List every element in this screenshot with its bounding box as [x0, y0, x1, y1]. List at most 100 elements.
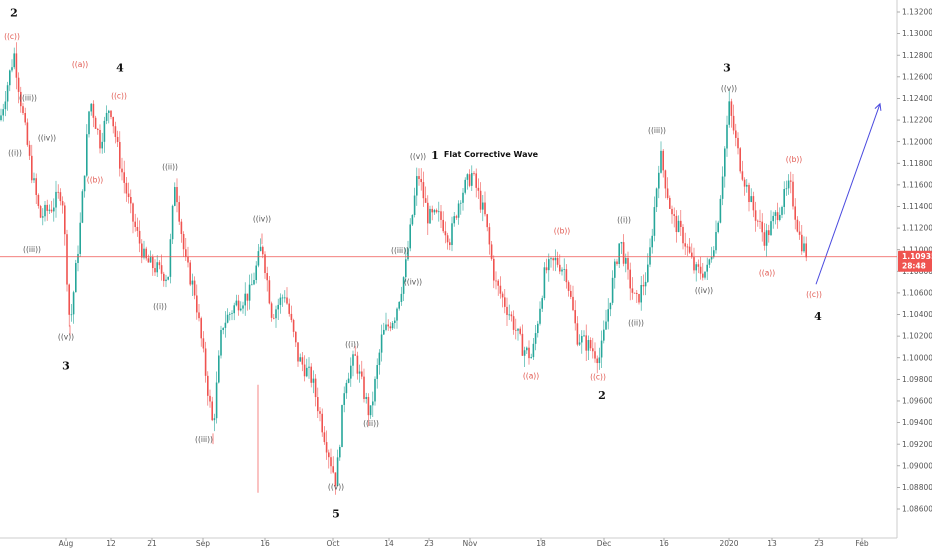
- candle-body: [108, 110, 110, 113]
- wave-label: 2: [598, 389, 606, 402]
- candle-body: [565, 269, 568, 283]
- candle-body: [574, 310, 576, 324]
- candle-body: [48, 209, 51, 211]
- candle-body: [4, 101, 7, 110]
- candle-body: [427, 202, 429, 224]
- candle-body: [301, 357, 304, 365]
- wave-label: ((i)): [153, 302, 167, 311]
- candle-body: [92, 103, 95, 118]
- candle-body: [33, 178, 35, 181]
- candle-body: [451, 223, 453, 246]
- candle-body: [198, 312, 200, 319]
- price-tick-label: 1.13200: [902, 8, 932, 17]
- candle-body: [101, 141, 103, 149]
- candle-body: [757, 220, 759, 222]
- price-tick-label: 1.09800: [902, 375, 932, 384]
- candle-body: [620, 242, 623, 244]
- candle-body: [449, 242, 451, 246]
- candle-body: [303, 364, 306, 377]
- price-tick-label: 1.11000: [902, 245, 932, 254]
- candle-body: [68, 284, 70, 315]
- candle-body: [732, 115, 735, 131]
- candle-body: [460, 202, 462, 204]
- candle-body: [90, 103, 92, 112]
- candle-body: [125, 182, 128, 194]
- candle-body: [411, 215, 414, 225]
- wave-label: ((a)): [759, 269, 775, 278]
- price-tick-label: 1.09400: [902, 418, 932, 427]
- price-tick-label: 1.09000: [902, 461, 932, 470]
- candle-body: [748, 184, 750, 203]
- candle-body: [394, 320, 396, 323]
- candle-body: [332, 466, 334, 473]
- candle-body: [433, 210, 436, 213]
- candle-body: [501, 293, 504, 298]
- wave-label: ((a)): [523, 371, 539, 380]
- wave-label: 3: [62, 360, 70, 373]
- wave-label: ((iv)): [695, 286, 713, 295]
- candle-body: [510, 314, 513, 317]
- candle-body: [455, 216, 458, 218]
- candle-body: [787, 180, 790, 189]
- price-tick-label: 1.10600: [902, 289, 932, 298]
- candle-body: [671, 208, 673, 215]
- candle-body: [785, 188, 788, 190]
- candle-body: [176, 187, 178, 203]
- candle-body: [0, 115, 2, 121]
- candle-body: [431, 208, 433, 213]
- candle-body: [638, 294, 640, 303]
- candle-body: [339, 446, 341, 458]
- candle-body: [180, 221, 183, 235]
- candle-body: [759, 221, 761, 223]
- candle-body: [442, 219, 444, 232]
- candle-body: [270, 303, 273, 318]
- candle-body: [413, 195, 416, 216]
- candle-body: [273, 317, 275, 319]
- wave-label: 5: [332, 508, 340, 521]
- candle-body: [790, 180, 792, 182]
- candle-body: [543, 267, 546, 299]
- candle-body: [484, 202, 486, 215]
- candle-body: [537, 323, 539, 334]
- candle-body: [44, 204, 46, 217]
- time-axis[interactable]: Aug 12 21 Sep 16 Oct 14 23 Nov 18 Dec 16 2020 13 23 Feb: [0, 537, 897, 550]
- candle-body: [328, 452, 330, 458]
- candle-body: [741, 171, 744, 180]
- candle-body: [752, 196, 755, 211]
- candle-body: [688, 246, 691, 253]
- price-tick-label: 1.10400: [902, 310, 932, 319]
- price-axis[interactable]: 1.13200 1.13000 1.12800 1.12600 1.12400 1.122…: [896, 0, 932, 550]
- candle-body: [596, 358, 598, 364]
- candle-body: [50, 209, 53, 212]
- candle-body: [37, 194, 40, 206]
- candle-body: [64, 205, 66, 235]
- candle-body: [334, 472, 337, 486]
- candle-body: [429, 208, 431, 224]
- candle-body: [94, 117, 97, 129]
- candle-body: [317, 397, 319, 412]
- candle-body: [660, 150, 662, 173]
- candle-body: [446, 235, 449, 243]
- candle-body: [42, 216, 44, 218]
- price-tick-label: 1.12000: [902, 137, 932, 146]
- candle-body: [746, 184, 748, 187]
- candle-body: [323, 432, 326, 443]
- candle-body: [717, 222, 719, 233]
- candle-body: [240, 308, 242, 311]
- price-tick-label: 1.13000: [902, 29, 932, 38]
- candle-body: [66, 234, 68, 285]
- candle-body: [801, 234, 803, 252]
- candle-body: [730, 101, 733, 116]
- candle-body: [497, 280, 499, 286]
- candle-body: [292, 319, 295, 332]
- candle-body: [539, 308, 541, 324]
- candle-body: [123, 172, 125, 183]
- candle-body: [763, 232, 766, 246]
- current-price-marker: 1.1093528:48: [0, 250, 932, 272]
- candle-body: [556, 257, 559, 265]
- candle-body: [735, 130, 737, 138]
- candle-body: [132, 203, 134, 222]
- candle-body: [284, 297, 286, 299]
- candle-body: [658, 172, 660, 189]
